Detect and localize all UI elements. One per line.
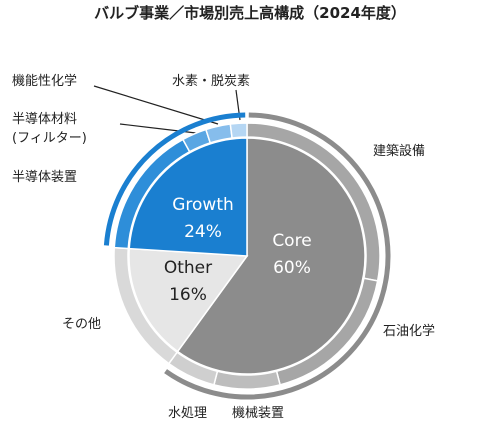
group-bracket: [164, 112, 391, 400]
segment-label: 建築設備: [373, 144, 426, 159]
ring-segment: [229, 122, 248, 139]
pie-slice: [128, 247, 249, 353]
value-label: 60%: [273, 258, 311, 278]
value-label: 16%: [169, 285, 207, 305]
segment-label: 半導体装置: [12, 170, 78, 185]
segment-label: 機械装置: [232, 406, 285, 421]
segment-label: 石油化学: [383, 324, 436, 339]
value-label: 24%: [184, 222, 222, 242]
segment-label: 機能性化学: [12, 74, 78, 89]
segment-label: その他: [62, 317, 102, 332]
segment-label: 水素・脱炭素: [172, 74, 251, 89]
slice-label: Core: [272, 231, 312, 251]
group-bracket: [103, 112, 246, 246]
leader-line: [93, 85, 219, 125]
pie-slice: [128, 137, 248, 257]
slice-label: Other: [163, 258, 213, 278]
segment-label: 半導体材料 (フィルター): [12, 112, 87, 146]
slice-label: Growth: [172, 195, 234, 215]
chart-title: バルブ事業／市場別売上高構成（2024年度）: [94, 4, 406, 22]
segment-label: 水処理: [168, 406, 208, 421]
pie-slice: [176, 137, 366, 375]
